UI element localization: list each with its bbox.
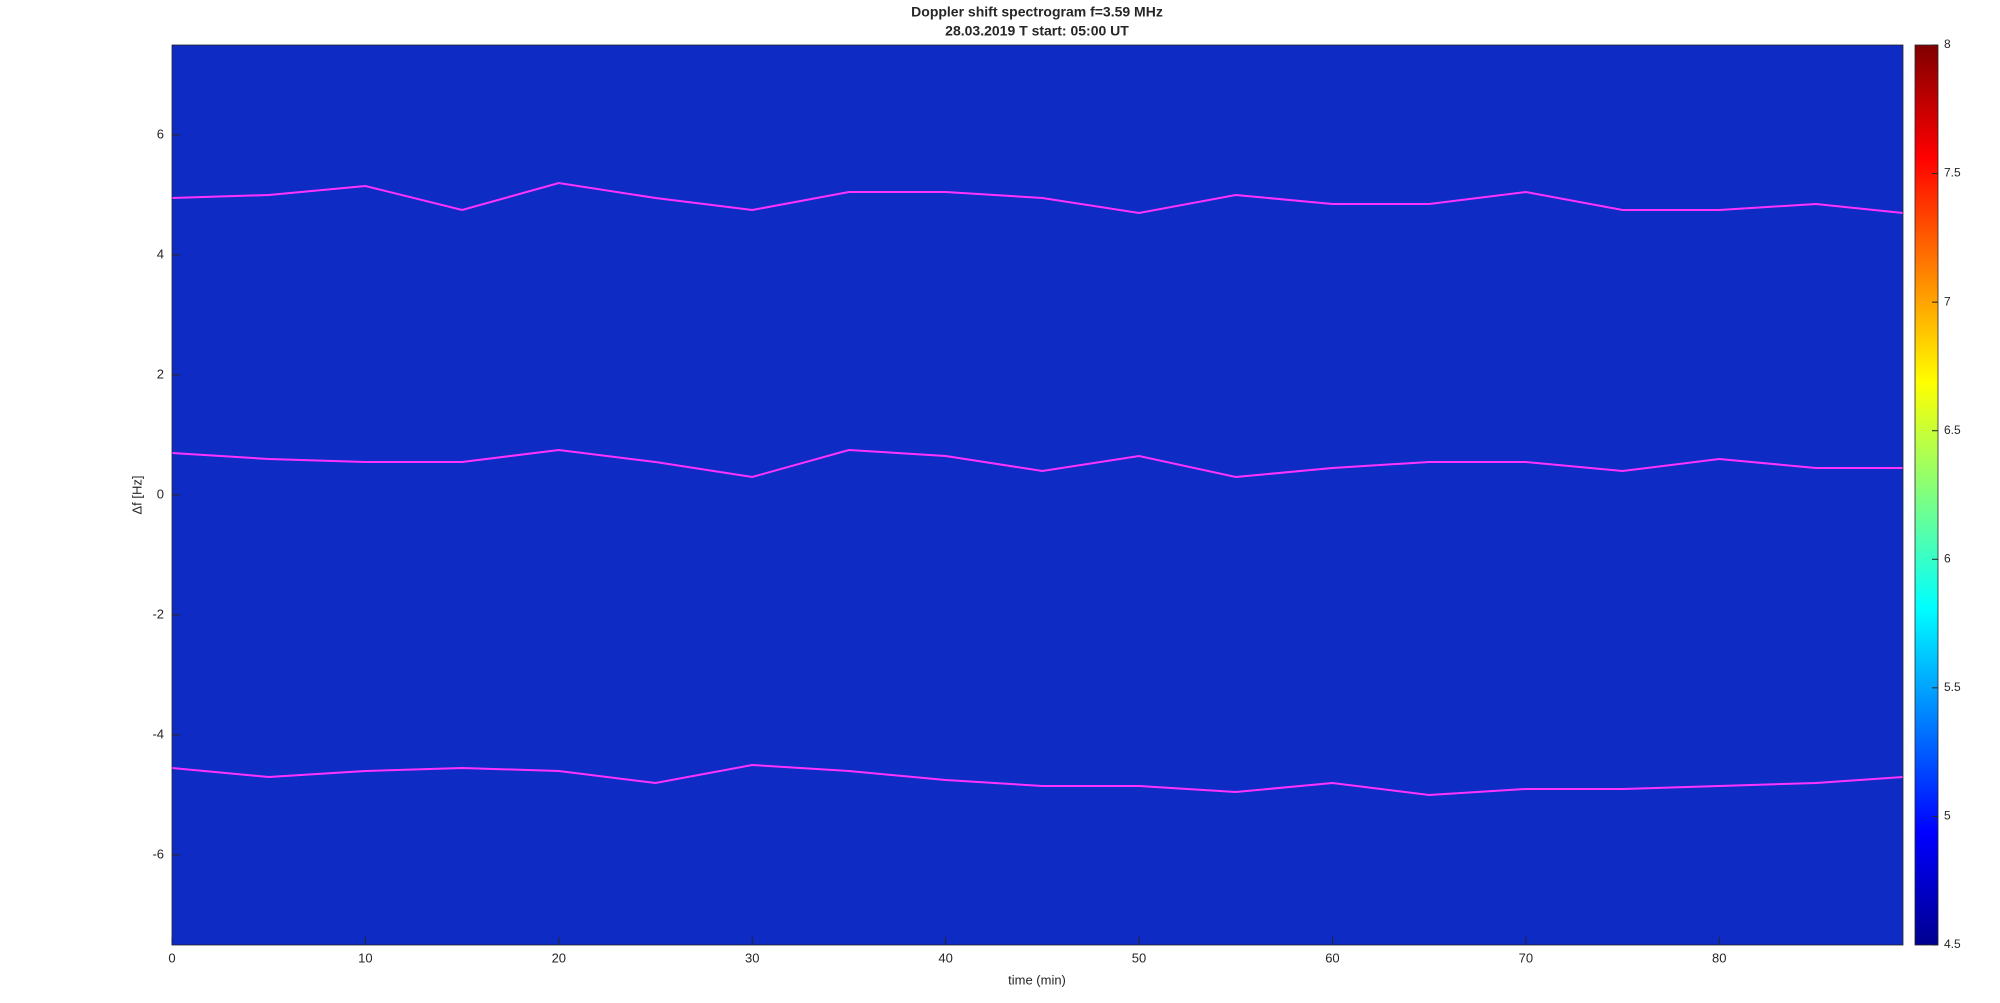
- y-tick-label: -4: [152, 726, 164, 741]
- y-axis-label: Δf [Hz]: [129, 475, 144, 514]
- plot-area: [172, 45, 1903, 945]
- y-tick-label: -6: [152, 846, 164, 861]
- y-tick-label: 2: [157, 366, 164, 381]
- trace: [171, 763, 1904, 797]
- colorbar-tick-label: 7: [1944, 294, 1951, 308]
- y-tick-label: 6: [157, 126, 164, 141]
- y-tick-label: 0: [157, 486, 164, 501]
- colorbar: [1914, 44, 1939, 946]
- y-tick-label: 4: [157, 246, 164, 261]
- x-tick-label: 50: [1132, 950, 1146, 965]
- x-tick-label: 60: [1325, 950, 1339, 965]
- trace: [171, 181, 1904, 215]
- x-tick-label: 80: [1712, 950, 1726, 965]
- trace: [171, 448, 1903, 479]
- x-tick-label: 30: [745, 950, 759, 965]
- x-tick-label: 70: [1519, 950, 1533, 965]
- y-tick-label: -2: [152, 606, 164, 621]
- colorbar-tick-label: 5: [1944, 809, 1951, 823]
- x-tick-label: 40: [938, 950, 952, 965]
- colorbar-tick-label: 7.5: [1944, 166, 1961, 180]
- colorbar-tick-label: 8: [1944, 37, 1951, 51]
- x-tick-label: 20: [552, 950, 566, 965]
- colorbar-tick-label: 4.5: [1944, 937, 1961, 951]
- colorbar-tick-label: 5.5: [1944, 680, 1961, 694]
- colorbar-tick-label: 6: [1944, 551, 1951, 565]
- x-tick-label: 10: [358, 950, 372, 965]
- chart-subtitle: 28.03.2019 T start: 05:00 UT: [945, 23, 1129, 39]
- colorbar-tick-label: 6.5: [1944, 423, 1961, 437]
- x-axis-label: time (min): [1008, 972, 1066, 987]
- chart-title: Doppler shift spectrogram f=3.59 MHz: [911, 4, 1163, 20]
- x-tick-label: 0: [168, 950, 175, 965]
